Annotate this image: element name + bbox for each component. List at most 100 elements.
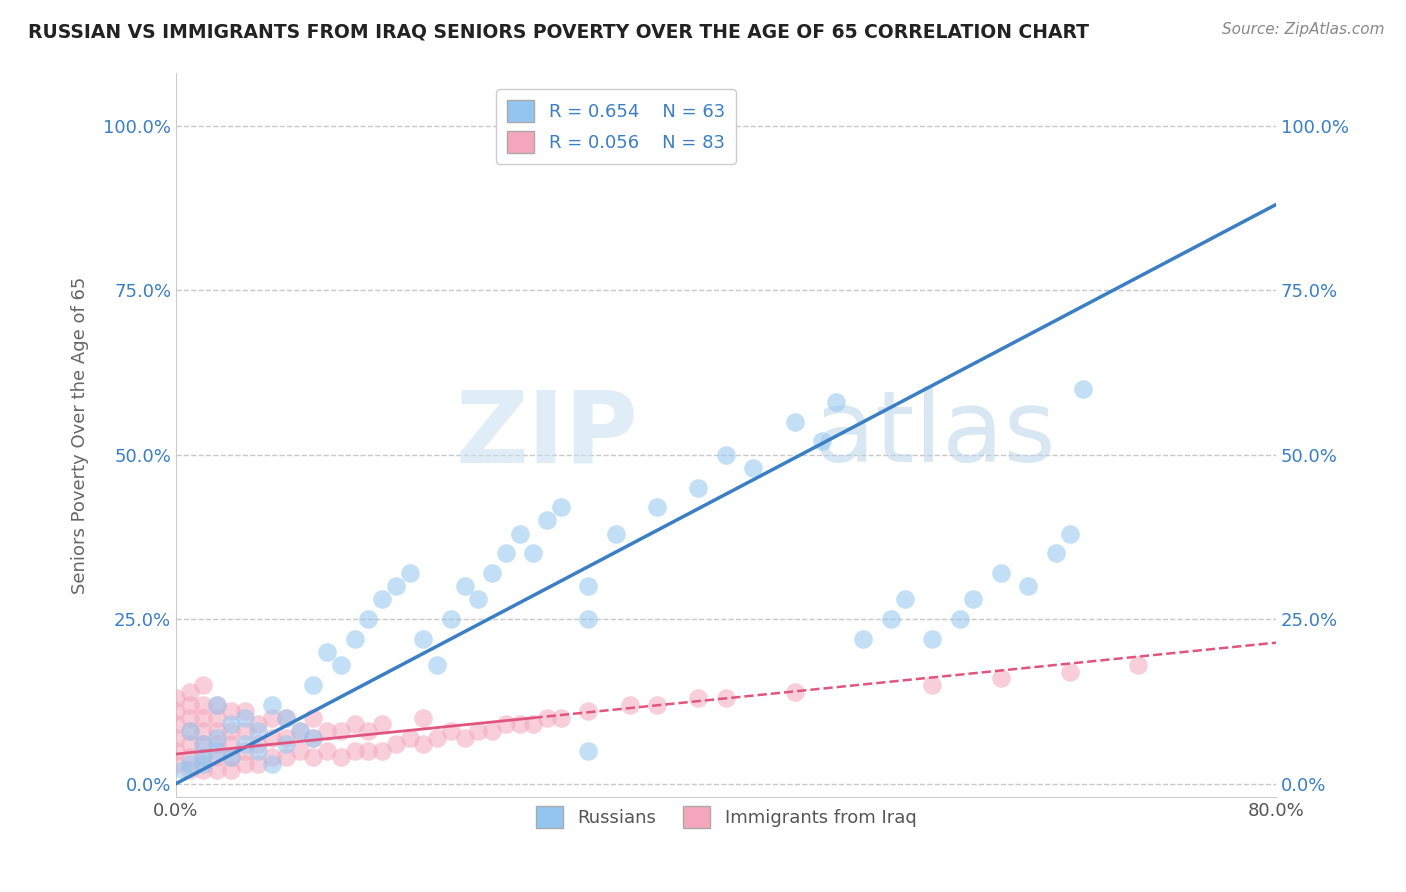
Point bbox=[990, 671, 1012, 685]
Point bbox=[207, 737, 229, 751]
Point bbox=[288, 744, 311, 758]
Point bbox=[316, 645, 339, 659]
Point bbox=[262, 750, 284, 764]
Point bbox=[207, 723, 229, 738]
Point bbox=[165, 756, 187, 771]
Point bbox=[398, 566, 420, 580]
Point bbox=[247, 744, 270, 758]
Point bbox=[481, 566, 503, 580]
Point bbox=[962, 592, 984, 607]
Point bbox=[207, 764, 229, 778]
Point bbox=[219, 704, 242, 718]
Point bbox=[578, 704, 600, 718]
Point bbox=[714, 691, 737, 706]
Point bbox=[330, 723, 353, 738]
Point bbox=[1045, 546, 1067, 560]
Point bbox=[371, 592, 394, 607]
Point bbox=[262, 711, 284, 725]
Point bbox=[412, 737, 434, 751]
Point bbox=[302, 711, 325, 725]
Point bbox=[247, 737, 270, 751]
Point bbox=[207, 698, 229, 712]
Point bbox=[262, 756, 284, 771]
Point bbox=[1059, 665, 1081, 679]
Point bbox=[1375, 119, 1398, 133]
Point bbox=[179, 750, 201, 764]
Point bbox=[536, 711, 558, 725]
Point bbox=[262, 698, 284, 712]
Point bbox=[852, 632, 875, 646]
Point bbox=[179, 711, 201, 725]
Point bbox=[233, 711, 256, 725]
Point bbox=[343, 632, 366, 646]
Point bbox=[207, 731, 229, 745]
Point bbox=[219, 717, 242, 731]
Point bbox=[343, 744, 366, 758]
Point bbox=[193, 756, 215, 771]
Point bbox=[288, 723, 311, 738]
Point bbox=[193, 737, 215, 751]
Point bbox=[288, 723, 311, 738]
Point bbox=[509, 526, 531, 541]
Point bbox=[385, 579, 408, 593]
Point bbox=[522, 546, 544, 560]
Point bbox=[714, 448, 737, 462]
Point bbox=[454, 731, 477, 745]
Point bbox=[783, 415, 806, 429]
Point bbox=[578, 612, 600, 626]
Point bbox=[207, 750, 229, 764]
Point bbox=[688, 691, 710, 706]
Point bbox=[247, 756, 270, 771]
Point bbox=[645, 500, 668, 515]
Point bbox=[179, 764, 201, 778]
Point bbox=[179, 756, 201, 771]
Point bbox=[893, 592, 915, 607]
Point bbox=[688, 481, 710, 495]
Point bbox=[343, 717, 366, 731]
Point bbox=[742, 460, 765, 475]
Point bbox=[578, 744, 600, 758]
Point bbox=[219, 737, 242, 751]
Point bbox=[165, 691, 187, 706]
Point bbox=[179, 698, 201, 712]
Point bbox=[207, 698, 229, 712]
Point bbox=[219, 723, 242, 738]
Point bbox=[921, 678, 943, 692]
Point bbox=[193, 737, 215, 751]
Point bbox=[440, 612, 463, 626]
Point bbox=[481, 723, 503, 738]
Text: ZIP: ZIP bbox=[456, 386, 638, 483]
Point bbox=[357, 744, 380, 758]
Point bbox=[550, 500, 572, 515]
Point bbox=[193, 723, 215, 738]
Point bbox=[233, 737, 256, 751]
Point bbox=[165, 731, 187, 745]
Point bbox=[330, 658, 353, 673]
Point bbox=[783, 684, 806, 698]
Point bbox=[578, 579, 600, 593]
Point bbox=[193, 678, 215, 692]
Point bbox=[219, 750, 242, 764]
Point bbox=[165, 704, 187, 718]
Point bbox=[233, 744, 256, 758]
Text: atlas: atlas bbox=[814, 386, 1056, 483]
Point bbox=[385, 737, 408, 751]
Point bbox=[1128, 658, 1150, 673]
Point bbox=[207, 711, 229, 725]
Point bbox=[316, 744, 339, 758]
Point bbox=[619, 698, 641, 712]
Point bbox=[357, 723, 380, 738]
Point bbox=[811, 434, 834, 449]
Point bbox=[219, 750, 242, 764]
Point bbox=[825, 395, 848, 409]
Point bbox=[454, 579, 477, 593]
Point bbox=[1017, 579, 1039, 593]
Point bbox=[193, 698, 215, 712]
Point bbox=[274, 737, 297, 751]
Point bbox=[316, 723, 339, 738]
Point bbox=[426, 658, 449, 673]
Point bbox=[330, 750, 353, 764]
Point bbox=[274, 711, 297, 725]
Point bbox=[509, 717, 531, 731]
Point bbox=[179, 723, 201, 738]
